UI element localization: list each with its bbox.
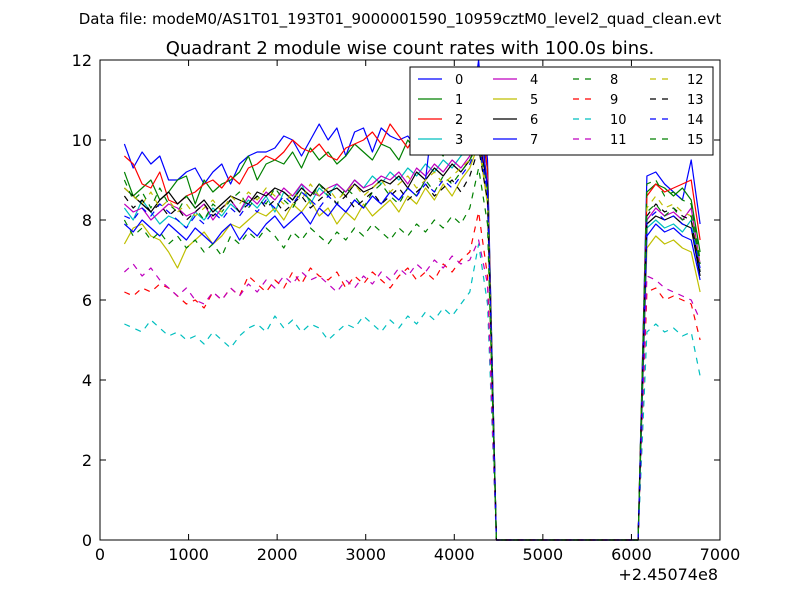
legend-label-8: 8 — [610, 73, 618, 88]
series-line-13 — [123, 147, 701, 541]
x-tick-label: 2000 — [257, 545, 298, 564]
legend-label-11: 11 — [610, 133, 627, 148]
y-tick-label: 12 — [72, 51, 92, 70]
legend-label-5: 5 — [530, 93, 538, 108]
legend-label-6: 6 — [530, 113, 538, 128]
x-tick-label: 1000 — [168, 545, 209, 564]
legend-label-15: 15 — [687, 133, 704, 148]
series-line-10 — [124, 243, 701, 541]
legend-label-9: 9 — [610, 93, 618, 108]
legend-label-2: 2 — [455, 113, 463, 128]
legend-label-0: 0 — [455, 73, 463, 88]
legend-label-7: 7 — [530, 133, 538, 148]
legend-label-13: 13 — [687, 93, 704, 108]
y-tick-label: 6 — [82, 291, 92, 310]
y-tick-label: 8 — [82, 211, 92, 230]
series-line-14 — [124, 143, 701, 541]
y-tick-label: 4 — [82, 371, 92, 390]
x-tick-label: 4000 — [434, 545, 475, 564]
legend-label-3: 3 — [455, 133, 463, 148]
x-tick-label: 0 — [95, 545, 105, 564]
y-tick-label: 10 — [72, 131, 92, 150]
series-line-15 — [123, 167, 701, 541]
series-layer — [123, 59, 701, 541]
x-tick-label: 5000 — [522, 545, 563, 564]
chart-title: Quadrant 2 module wise count rates with … — [166, 38, 655, 59]
legend-label-12: 12 — [687, 73, 704, 88]
x-tick-label: 3000 — [345, 545, 386, 564]
y-tick-label: 0 — [82, 531, 92, 550]
data-file-label: Data file: modeM0/AS1T01_193T01_90000015… — [79, 10, 722, 29]
x-tick-label: 7000 — [700, 545, 741, 564]
legend-label-1: 1 — [455, 93, 463, 108]
legend-label-4: 4 — [530, 73, 538, 88]
legend-frame — [409, 66, 714, 156]
x-offset-label: +2.45074e8 — [618, 565, 718, 584]
x-tick-label: 6000 — [611, 545, 652, 564]
legend-label-10: 10 — [610, 113, 627, 128]
legend-label-14: 14 — [687, 113, 704, 128]
y-tick-label: 2 — [82, 451, 92, 470]
